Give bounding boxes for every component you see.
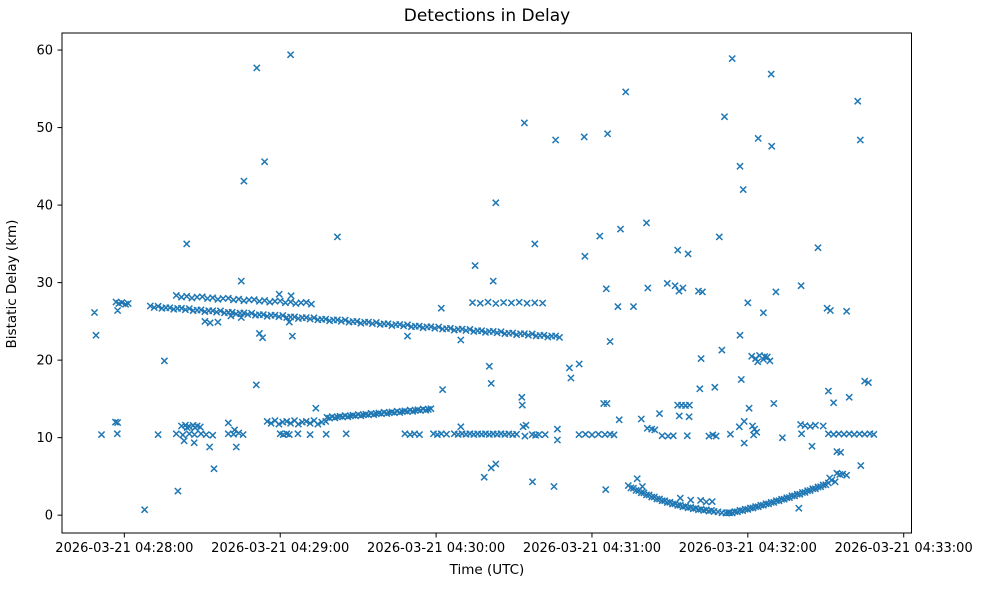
- x-tick-label: 2026-03-21 04:28:00: [55, 541, 193, 556]
- chart-title: Detections in Delay: [403, 6, 571, 26]
- x-tick-label: 2026-03-21 04:31:00: [523, 541, 661, 556]
- y-tick-label: 0: [45, 509, 53, 524]
- y-tick-label: 40: [36, 199, 53, 214]
- y-axis-label: Bistatic Delay (km): [4, 219, 20, 349]
- y-tick-label: 30: [36, 276, 53, 291]
- y-tick-label: 20: [36, 354, 53, 369]
- x-tick-label: 2026-03-21 04:32:00: [679, 541, 817, 556]
- y-tick-label: 60: [36, 44, 53, 59]
- y-tick-label: 10: [36, 431, 53, 446]
- y-tick-label: 50: [36, 121, 53, 136]
- scatter-markers: [90, 51, 878, 517]
- x-tick-label: 2026-03-21 04:30:00: [367, 541, 505, 556]
- scatter-points-layer: [90, 51, 878, 517]
- x-tick-label: 2026-03-21 04:29:00: [211, 541, 349, 556]
- x-axis-label: Time (UTC): [449, 562, 525, 578]
- x-tick-label: 2026-03-21 04:33:00: [835, 541, 973, 556]
- axes-frame: [61, 32, 912, 534]
